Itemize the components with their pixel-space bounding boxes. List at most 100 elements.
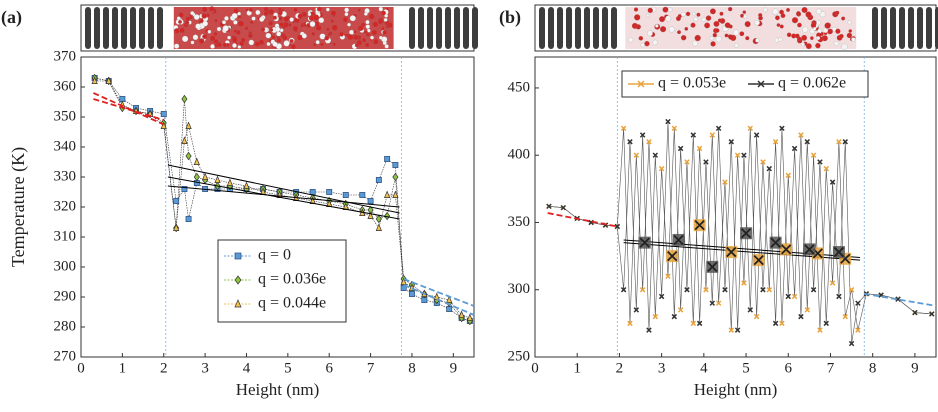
legend-label: q = 0.044e [258, 295, 326, 312]
marker [181, 136, 188, 144]
water-atom [780, 13, 786, 19]
legend-label: q = 0.053e [658, 75, 726, 92]
water-atom [316, 6, 322, 12]
marker [546, 203, 552, 210]
marker [836, 139, 842, 145]
marker [342, 192, 349, 198]
water-atom [224, 16, 229, 21]
water-atom [247, 33, 253, 39]
water-atom [680, 11, 686, 17]
water-atom [810, 36, 814, 40]
marker [895, 296, 901, 302]
marker [753, 132, 760, 138]
water-atom [356, 39, 363, 46]
water-atom [754, 20, 760, 26]
marker [760, 287, 766, 293]
carbon-column [890, 7, 896, 49]
water-atom [776, 23, 781, 27]
carbon-column [157, 7, 163, 49]
water-atom [701, 17, 706, 22]
carbon-column [566, 7, 572, 49]
water-atom [248, 7, 253, 12]
y-tick-label: 300 [508, 281, 531, 297]
marker [829, 179, 836, 185]
marker [652, 313, 659, 320]
carbon-column [94, 7, 100, 49]
marker [848, 340, 855, 347]
marker [836, 293, 842, 300]
fit-line [864, 292, 937, 307]
x-tick-label: 5 [284, 360, 292, 376]
marker [667, 250, 678, 262]
water-atom [796, 11, 801, 16]
marker [804, 139, 810, 145]
marker [726, 246, 737, 258]
water-atom [833, 41, 839, 47]
water-atom [745, 36, 750, 41]
water-atom [222, 42, 228, 48]
marker [560, 204, 567, 211]
marker [772, 320, 779, 327]
water-atom [342, 16, 349, 23]
x-tick-label: 7 [827, 360, 835, 376]
carbon-column [881, 7, 887, 49]
water-atom [724, 22, 731, 28]
water-atom [373, 38, 379, 45]
water-atom [190, 40, 195, 45]
marker [817, 327, 823, 333]
marker [829, 280, 836, 286]
water-atom [311, 31, 316, 36]
marker [193, 157, 200, 165]
water-atom [325, 27, 330, 32]
water-atom [198, 38, 205, 44]
water-atom [364, 12, 368, 16]
water-atom [293, 7, 298, 13]
marker [637, 80, 645, 88]
marker [709, 300, 716, 306]
water-atom [330, 10, 337, 16]
carbon-column [121, 7, 127, 49]
water-atom [662, 6, 669, 13]
y-tick-label: 400 [508, 147, 531, 163]
x-tick-label: 1 [119, 360, 127, 376]
series-line [94, 80, 470, 319]
marker [728, 327, 735, 333]
water-atom [309, 21, 316, 27]
water-atom [755, 38, 760, 43]
water-atom [237, 45, 242, 49]
water-atom [349, 29, 355, 35]
x-tick-label: 1 [573, 360, 581, 376]
water-atom [368, 13, 375, 20]
marker [367, 198, 374, 204]
marker [620, 125, 627, 132]
water-atom [312, 42, 317, 47]
water-atom [174, 43, 180, 49]
marker [740, 228, 752, 239]
water-atom [330, 19, 334, 23]
water-atom [182, 35, 189, 43]
molecule-strip [80, 4, 478, 52]
carbon-column [602, 7, 608, 49]
carbon-column [935, 7, 938, 49]
marker [639, 237, 650, 248]
water-atom [268, 20, 274, 26]
water-atom [353, 34, 359, 41]
marker [696, 320, 703, 327]
water-atom [384, 13, 389, 18]
marker [367, 211, 374, 219]
plot-frame [534, 56, 937, 358]
water-atom [841, 16, 846, 21]
marker [181, 186, 188, 192]
marker [673, 234, 684, 246]
water-atom [274, 26, 281, 32]
water-atom [709, 8, 716, 15]
marker [658, 293, 665, 300]
water-atom [202, 20, 208, 27]
water-atom [846, 32, 853, 39]
marker [804, 307, 810, 313]
water-atom [647, 7, 653, 14]
water-atom [786, 32, 792, 38]
carbon-column [899, 7, 905, 49]
